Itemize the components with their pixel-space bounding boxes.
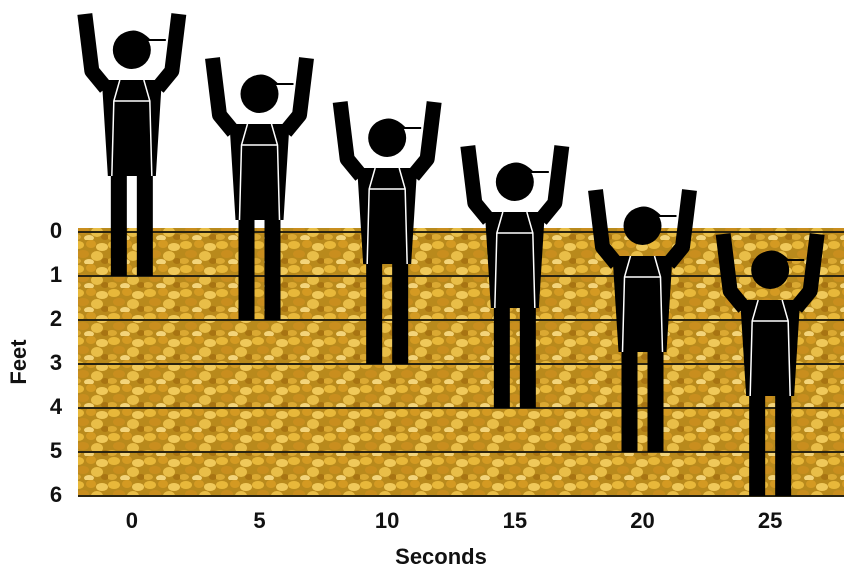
leg: [110, 171, 127, 276]
arm: [588, 189, 623, 269]
x-tick-label: 5: [253, 508, 265, 533]
y-tick-label: 2: [50, 306, 62, 331]
arm: [152, 13, 187, 93]
y-tick-label: 1: [50, 262, 62, 287]
x-tick-label: 10: [375, 508, 399, 533]
overall-straps: [111, 79, 153, 177]
x-tick-label: 15: [503, 508, 527, 533]
overall-straps: [238, 123, 281, 221]
cap: [753, 250, 790, 262]
person: [715, 233, 825, 496]
torso: [357, 168, 418, 264]
x-tick-label: 25: [758, 508, 782, 533]
leg: [647, 347, 664, 452]
overall-straps: [749, 299, 791, 397]
leg: [519, 303, 536, 408]
torso: [484, 212, 545, 308]
leg: [493, 303, 510, 408]
x-tick-label: 20: [630, 508, 654, 533]
cap: [497, 162, 534, 174]
leg: [775, 391, 792, 496]
arm: [205, 57, 240, 137]
leg: [749, 391, 766, 496]
arm: [790, 233, 825, 313]
leg: [136, 171, 153, 276]
person: [77, 13, 187, 276]
y-tick-label: 4: [50, 394, 63, 419]
arm: [332, 101, 367, 181]
leg: [392, 259, 409, 364]
leg: [621, 347, 638, 452]
y-axis-label: Feet: [6, 339, 31, 385]
leg: [366, 259, 383, 364]
person: [205, 57, 314, 320]
arm: [279, 57, 314, 137]
torso: [229, 124, 290, 220]
torso: [101, 80, 162, 176]
torso: [740, 300, 801, 396]
arm: [407, 101, 442, 181]
y-tick-label: 3: [50, 350, 62, 375]
person: [332, 101, 442, 364]
cap: [625, 206, 662, 218]
x-tick-label: 0: [126, 508, 138, 533]
overall-straps: [366, 167, 408, 265]
y-tick-label: 6: [50, 482, 62, 507]
person: [460, 145, 570, 408]
cap: [370, 118, 407, 130]
leg: [238, 215, 255, 320]
torso: [612, 256, 673, 352]
arm: [77, 13, 112, 93]
x-axis-label: Seconds: [395, 544, 487, 569]
arm: [662, 189, 697, 269]
overall-straps: [621, 255, 664, 353]
cap: [114, 30, 151, 42]
leg: [264, 215, 281, 320]
y-tick-label: 0: [50, 218, 62, 243]
cap: [242, 74, 279, 86]
y-tick-label: 5: [50, 438, 62, 463]
arm: [535, 145, 570, 225]
person: [588, 189, 697, 452]
arm: [715, 233, 750, 313]
arm: [460, 145, 495, 225]
overall-straps: [494, 211, 536, 309]
